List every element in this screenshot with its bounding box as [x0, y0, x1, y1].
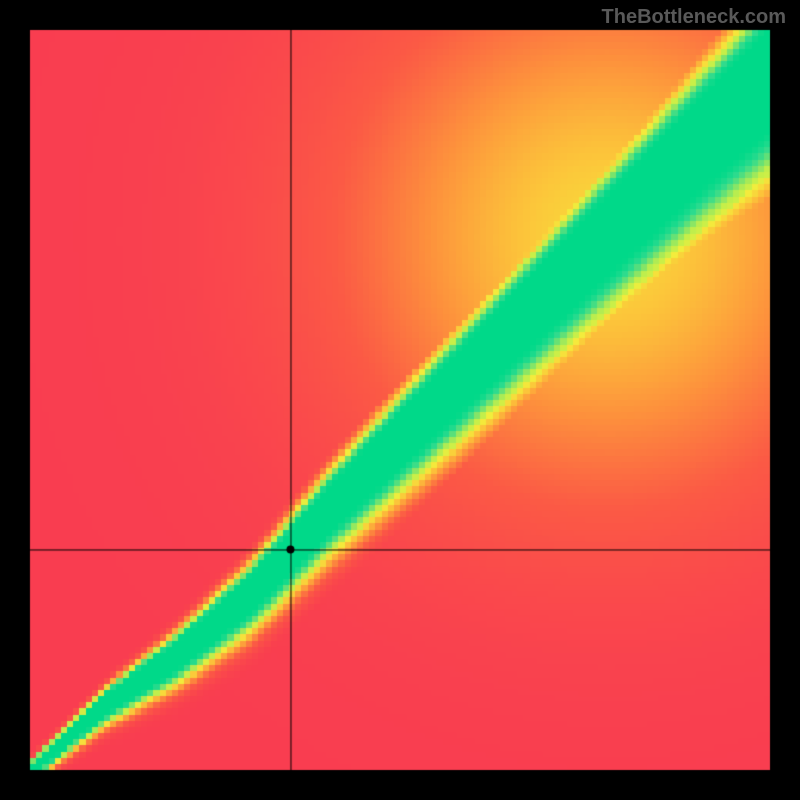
bottleneck-heatmap — [0, 0, 800, 800]
chart-container: TheBottleneck.com — [0, 0, 800, 800]
